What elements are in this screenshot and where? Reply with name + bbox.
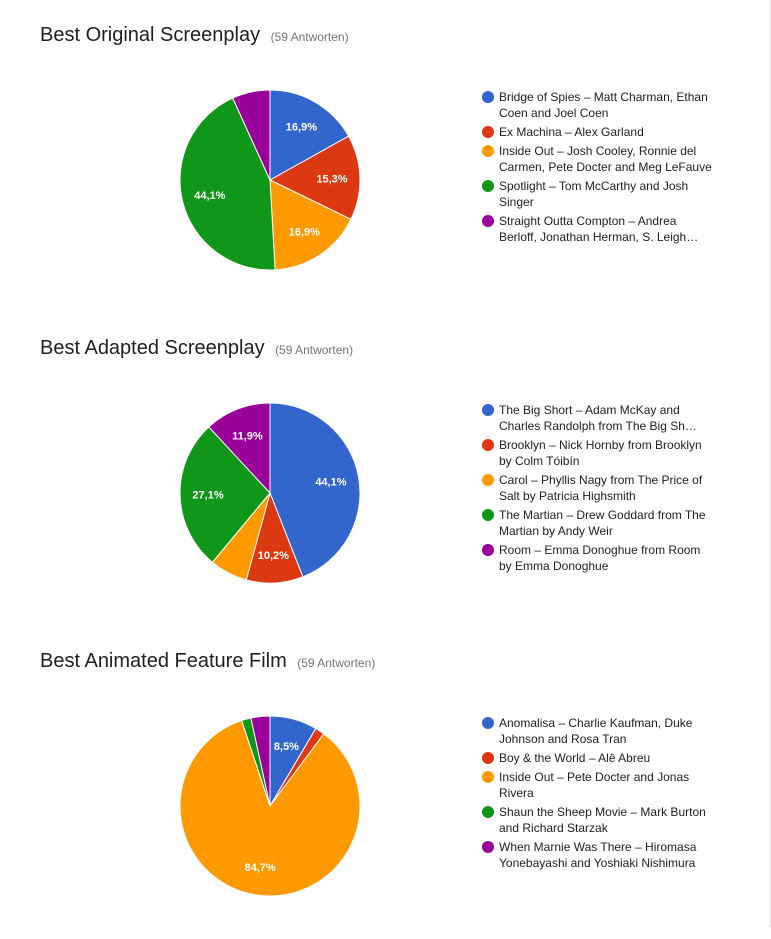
legend-item-4[interactable]: Straight Outta Compton – Andrea Berloff,…: [482, 213, 712, 245]
pie-slice-3[interactable]: [179, 97, 276, 271]
legend-label: Brooklyn – Nick Hornby from Brooklyn by …: [499, 438, 702, 468]
pie-slice-label-0: 44,1%: [315, 476, 346, 488]
pie-slice-2[interactable]: [269, 179, 352, 271]
legend-item-0[interactable]: Anomalisa – Charlie Kaufman, Duke Johnso…: [482, 715, 712, 747]
chart-legend: Anomalisa – Charlie Kaufman, Duke Johnso…: [482, 715, 712, 874]
pie-slice-0[interactable]: [269, 402, 361, 578]
legend-item-0[interactable]: Bridge of Spies – Matt Charman, Ethan Co…: [482, 89, 712, 121]
pie-slice-0[interactable]: [269, 89, 350, 181]
pie-slice-label-0: 16,9%: [286, 122, 317, 134]
legend-item-2[interactable]: Inside Out – Josh Cooley, Ronnie del Car…: [482, 143, 712, 175]
legend-swatch: [482, 474, 494, 486]
legend-swatch: [482, 439, 494, 451]
legend-label: Boy & the World – Alê Abreu: [499, 751, 651, 765]
legend-swatch: [482, 771, 494, 783]
legend-item-2[interactable]: Carol – Phyllis Nagy from The Price of S…: [482, 472, 712, 504]
legend-item-3[interactable]: Spotlight – Tom McCarthy and Josh Singer: [482, 178, 712, 210]
legend-swatch: [482, 806, 494, 818]
response-count: (59 Antworten): [297, 656, 376, 670]
pie-chart[interactable]: 44,1% 10,2% 27,1% 11,9%: [170, 393, 370, 593]
chart-legend: Bridge of Spies – Matt Charman, Ethan Co…: [482, 89, 712, 248]
pie-slice-3[interactable]: [179, 426, 271, 563]
legend-item-0[interactable]: The Big Short – Adam McKay and Charles R…: [482, 402, 712, 434]
pie-slice-2[interactable]: [179, 719, 361, 897]
legend-swatch: [482, 215, 494, 227]
legend-label: Straight Outta Compton – Andrea Berloff,…: [499, 214, 699, 244]
pie-slice-1[interactable]: [268, 135, 361, 221]
chart-legend: The Big Short – Adam McKay and Charles R…: [482, 402, 712, 577]
legend-label: When Marnie Was There – Hiromasa Yonebay…: [499, 840, 697, 870]
pie-slice-label-4: 11,9%: [232, 430, 263, 442]
legend-item-1[interactable]: Brooklyn – Nick Hornby from Brooklyn by …: [482, 437, 712, 469]
legend-item-3[interactable]: The Martian – Drew Goddard from The Mart…: [482, 507, 712, 539]
legend-item-3[interactable]: Shaun the Sheep Movie – Mark Burton and …: [482, 804, 712, 836]
question-header: Best Adapted Screenplay (59 Antworten): [40, 337, 353, 360]
legend-swatch: [482, 841, 494, 853]
legend-swatch: [482, 544, 494, 556]
legend-label: Room – Emma Donoghue from Room by Emma D…: [499, 543, 701, 573]
pie-slice-label-3: 27,1%: [192, 490, 223, 502]
question-section-adapted-screenplay: Best Adapted Screenplay (59 Antworten) 4…: [0, 313, 770, 626]
question-header: Best Animated Feature Film (59 Antworten…: [40, 650, 375, 673]
chart-title: Best Animated Feature Film: [40, 650, 287, 672]
pie-slice-label-3: 44,1%: [194, 190, 225, 202]
legend-swatch: [482, 404, 494, 416]
legend-label: The Martian – Drew Goddard from The Mart…: [499, 508, 706, 538]
legend-swatch: [482, 717, 494, 729]
response-count: (59 Antworten): [275, 343, 354, 357]
legend-swatch: [482, 91, 494, 103]
chart-title: Best Adapted Screenplay: [40, 337, 265, 359]
legend-swatch: [482, 145, 494, 157]
legend-label: Inside Out – Pete Docter and Jonas River…: [499, 770, 690, 800]
chart-title: Best Original Screenplay: [40, 24, 261, 46]
pie-slice-label-0: 8,5%: [274, 741, 299, 753]
legend-swatch: [482, 180, 494, 192]
legend-label: Inside Out – Josh Cooley, Ronnie del Car…: [499, 144, 712, 174]
legend-item-1[interactable]: Ex Machina – Alex Garland: [482, 124, 712, 140]
legend-item-2[interactable]: Inside Out – Pete Docter and Jonas River…: [482, 769, 712, 801]
legend-label: Anomalisa – Charlie Kaufman, Duke Johnso…: [499, 716, 693, 746]
pie-slice-label-2: 84,7%: [245, 862, 276, 874]
pie-chart[interactable]: 8,5% 84,7%: [170, 706, 370, 906]
legend-label: The Big Short – Adam McKay and Charles R…: [499, 403, 697, 433]
legend-label: Ex Machina – Alex Garland: [499, 125, 644, 139]
pie-chart[interactable]: 16,9% 15,3% 16,9% 44,1%: [170, 80, 370, 280]
question-section-original-screenplay: Best Original Screenplay (59 Antworten) …: [0, 0, 770, 313]
pie-slice-label-1: 15,3%: [316, 173, 347, 185]
pie-slice-4[interactable]: [208, 402, 271, 495]
pie-slice-label-2: 16,9%: [289, 227, 320, 239]
legend-item-4[interactable]: When Marnie Was There – Hiromasa Yonebay…: [482, 839, 712, 871]
legend-label: Shaun the Sheep Movie – Mark Burton and …: [499, 805, 706, 835]
legend-swatch: [482, 752, 494, 764]
question-section-animated-feature: Best Animated Feature Film (59 Antworten…: [0, 626, 770, 939]
legend-item-4[interactable]: Room – Emma Donoghue from Room by Emma D…: [482, 542, 712, 574]
legend-label: Carol – Phyllis Nagy from The Price of S…: [499, 473, 703, 503]
question-header: Best Original Screenplay (59 Antworten): [40, 24, 349, 47]
legend-item-1[interactable]: Boy & the World – Alê Abreu: [482, 750, 712, 766]
pie-slice-4[interactable]: [232, 89, 271, 181]
pie-slice-label-1: 10,2%: [258, 550, 289, 562]
legend-swatch: [482, 126, 494, 138]
response-count: (59 Antworten): [270, 30, 349, 44]
legend-label: Spotlight – Tom McCarthy and Josh Singer: [499, 179, 689, 209]
legend-swatch: [482, 509, 494, 521]
pie-slice-4[interactable]: [250, 715, 271, 807]
legend-label: Bridge of Spies – Matt Charman, Ethan Co…: [499, 90, 708, 120]
